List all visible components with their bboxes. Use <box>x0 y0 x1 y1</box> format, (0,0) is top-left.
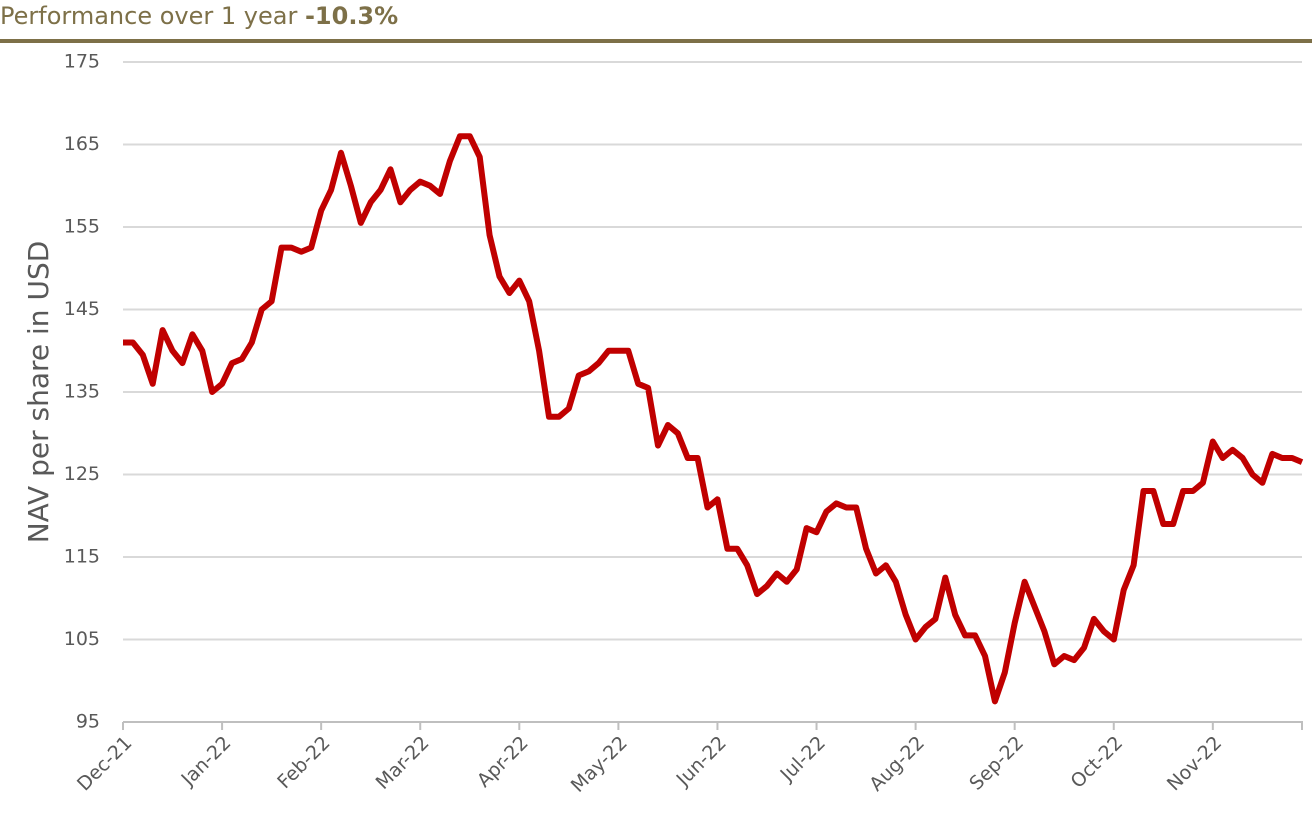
chart-title: Performance over 1 year -10.3% <box>0 2 398 30</box>
x-tick-label: Nov-22 <box>1163 732 1226 795</box>
title-text: Performance over 1 year <box>0 2 297 30</box>
x-tick-label: Oct-22 <box>1066 732 1127 793</box>
y-tick-label: 155 <box>64 216 100 238</box>
x-tick-label: Apr-22 <box>473 732 533 792</box>
title-value: -10.3% <box>305 2 398 30</box>
y-tick-label: 135 <box>64 381 100 403</box>
y-tick-label: 175 <box>64 51 100 73</box>
y-tick-label: 125 <box>64 463 100 485</box>
x-tick-label: Jan-22 <box>177 732 236 791</box>
y-tick-label: 95 <box>76 711 100 733</box>
x-tick-label: Sep-22 <box>965 732 1028 795</box>
y-tick-label: 105 <box>64 628 100 650</box>
x-tick-label: Jul-22 <box>776 732 830 786</box>
x-tick-label: Aug-22 <box>865 732 929 796</box>
x-tick-label: Feb-22 <box>273 732 334 793</box>
nav-line <box>123 133 1304 705</box>
y-tick-label: 115 <box>64 546 100 568</box>
y-axis-label: NAV per share in USD <box>22 241 55 544</box>
y-tick-label: 145 <box>64 298 100 320</box>
y-tick-label: 165 <box>64 133 100 155</box>
x-tick-label: Dec-21 <box>73 732 137 796</box>
x-tick-label: Mar-22 <box>372 732 434 794</box>
x-tick-label: May-22 <box>567 732 632 797</box>
x-tick-label: Jun-22 <box>672 732 731 791</box>
